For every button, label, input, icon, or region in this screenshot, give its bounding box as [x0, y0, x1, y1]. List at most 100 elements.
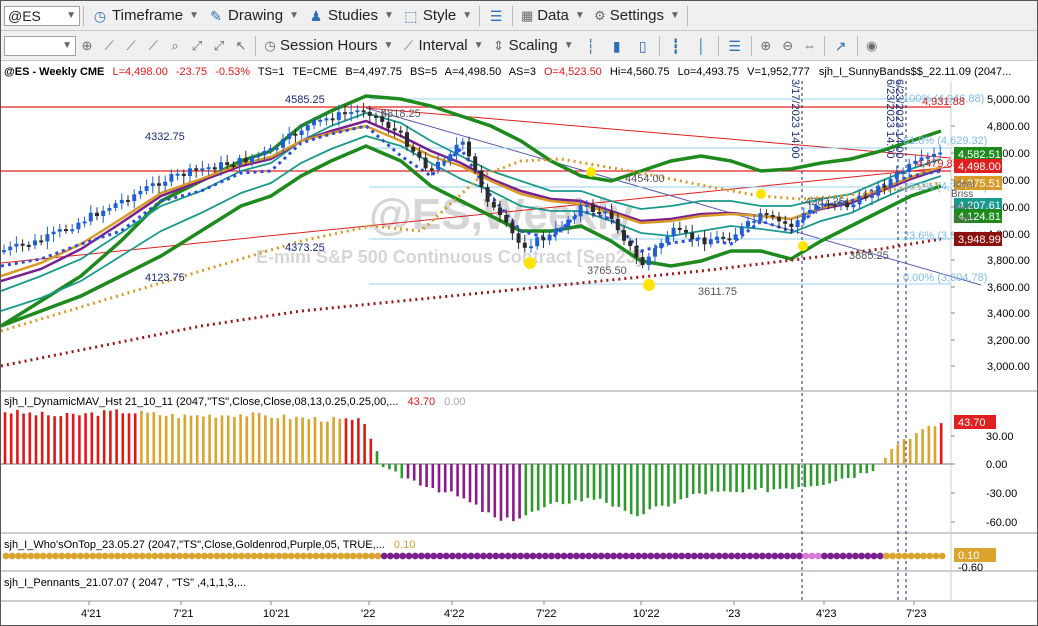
- candle[interactable]: [733, 234, 738, 240]
- hollow-candle-button[interactable]: ▯: [630, 34, 656, 58]
- candle[interactable]: [39, 240, 44, 243]
- layout-button[interactable]: ☰: [483, 4, 509, 28]
- candle[interactable]: [479, 170, 484, 188]
- band-teal-lower[interactable]: [1, 135, 942, 312]
- candle[interactable]: [721, 236, 726, 239]
- candle[interactable]: [188, 168, 192, 177]
- candle[interactable]: [200, 168, 205, 171]
- candle[interactable]: [659, 242, 664, 249]
- candle[interactable]: [454, 144, 459, 155]
- candle[interactable]: [262, 151, 267, 156]
- candle[interactable]: [169, 174, 174, 182]
- candle[interactable]: [677, 227, 682, 230]
- candle[interactable]: [801, 213, 806, 221]
- candle[interactable]: [299, 130, 304, 136]
- candle[interactable]: [225, 162, 230, 166]
- candle[interactable]: [516, 233, 521, 243]
- candle[interactable]: [405, 132, 409, 147]
- dots-gold[interactable]: [1, 157, 942, 333]
- candle[interactable]: [312, 120, 316, 126]
- candle[interactable]: [653, 248, 657, 257]
- candle[interactable]: [144, 186, 149, 191]
- zoom-out-button[interactable]: ⊖: [777, 34, 799, 58]
- candle[interactable]: [919, 157, 924, 161]
- time-axis[interactable]: 4'21 7'21 10'21 '22 4'22 7'22 10'22 '23 4'23 7'23: [81, 601, 926, 620]
- candle[interactable]: [113, 203, 118, 209]
- candle[interactable]: [609, 211, 614, 220]
- candle[interactable]: [839, 202, 843, 206]
- candle[interactable]: [566, 219, 571, 228]
- candle[interactable]: [411, 146, 416, 152]
- candle[interactable]: [212, 167, 217, 170]
- candle[interactable]: [467, 141, 471, 157]
- candle[interactable]: [820, 203, 825, 206]
- chevron-down-icon[interactable]: ▼: [66, 10, 76, 21]
- candle[interactable]: [107, 208, 112, 211]
- candle[interactable]: [398, 130, 403, 133]
- candle[interactable]: [888, 178, 893, 187]
- candle[interactable]: [448, 154, 453, 162]
- candle[interactable]: [429, 168, 434, 171]
- candle[interactable]: [194, 168, 199, 171]
- candle[interactable]: [684, 229, 688, 233]
- candle[interactable]: [88, 212, 93, 222]
- tool-button-7[interactable]: ⤢: [208, 34, 230, 58]
- candle[interactable]: [64, 229, 68, 232]
- candle[interactable]: [665, 236, 670, 243]
- candle[interactable]: [349, 112, 354, 115]
- candle[interactable]: [95, 212, 99, 217]
- candle[interactable]: [274, 147, 279, 150]
- candle[interactable]: [417, 151, 422, 158]
- candle[interactable]: [82, 221, 87, 224]
- candle[interactable]: [33, 240, 37, 246]
- candle[interactable]: [374, 115, 378, 118]
- candle[interactable]: [57, 229, 62, 232]
- candle[interactable]: [708, 239, 713, 245]
- candle[interactable]: [646, 256, 651, 266]
- candle[interactable]: [789, 223, 794, 228]
- indicator2-dots[interactable]: [2, 552, 946, 560]
- candle[interactable]: [367, 111, 372, 116]
- trendline-red[interactable]: [1, 166, 952, 264]
- candle[interactable]: [938, 152, 943, 155]
- candle[interactable]: [473, 156, 478, 171]
- candle[interactable]: [560, 227, 564, 230]
- candle[interactable]: [894, 172, 899, 179]
- candle[interactable]: [175, 173, 180, 176]
- style-button[interactable]: ⬚ Style ▼: [398, 4, 476, 28]
- candle[interactable]: [256, 155, 261, 158]
- candle[interactable]: [20, 243, 25, 246]
- candle[interactable]: [696, 237, 701, 240]
- candle[interactable]: [318, 119, 323, 122]
- candle[interactable]: [758, 213, 763, 221]
- candle[interactable]: [553, 228, 558, 235]
- candle[interactable]: [392, 128, 397, 131]
- candle[interactable]: [727, 238, 732, 241]
- scroll-button[interactable]: ⇔: [799, 34, 821, 58]
- candle[interactable]: [746, 221, 750, 227]
- candle[interactable]: [510, 222, 515, 234]
- studies-button[interactable]: ♟ Studies ▼: [303, 4, 398, 28]
- candle[interactable]: [491, 201, 496, 208]
- candle[interactable]: [138, 190, 143, 195]
- candle[interactable]: [622, 230, 626, 241]
- candle[interactable]: [870, 195, 874, 198]
- candle[interactable]: [150, 183, 155, 187]
- candle[interactable]: [132, 194, 137, 202]
- candle[interactable]: [330, 118, 335, 121]
- dot-style-button[interactable]: ┇: [663, 34, 689, 58]
- view-button[interactable]: ◉: [861, 34, 883, 58]
- candle[interactable]: [305, 125, 310, 131]
- candle[interactable]: [640, 257, 645, 266]
- candle[interactable]: [907, 163, 912, 173]
- candle[interactable]: [119, 199, 124, 204]
- data-button[interactable]: ▦ Data ▼: [516, 4, 589, 28]
- candle[interactable]: [237, 157, 242, 166]
- candle[interactable]: [51, 231, 56, 235]
- candle[interactable]: [702, 237, 707, 245]
- candle[interactable]: [764, 213, 769, 216]
- panes-button[interactable]: ☰: [722, 34, 748, 58]
- settings-button[interactable]: ⚙ Settings ▼: [589, 4, 684, 28]
- band-teal-upper[interactable]: [1, 112, 942, 292]
- candle-style-button[interactable]: ▮: [604, 34, 630, 58]
